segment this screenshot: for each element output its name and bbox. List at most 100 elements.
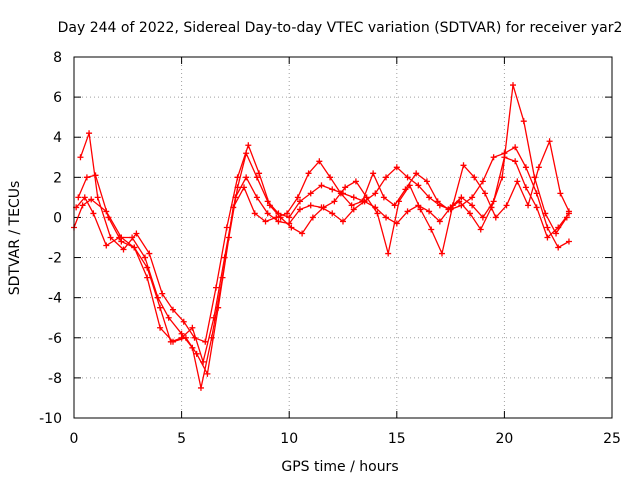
- data-point: [213, 284, 220, 291]
- data-point: [245, 142, 252, 149]
- data-point: [88, 196, 95, 203]
- data-point: [477, 226, 484, 233]
- data-point: [159, 290, 166, 297]
- data-point: [544, 224, 551, 231]
- data-point: [169, 306, 176, 313]
- data-point: [296, 206, 303, 213]
- data-point: [320, 204, 327, 211]
- series-layer: [71, 82, 572, 391]
- data-point: [436, 218, 443, 225]
- y-tick-label: -2: [48, 251, 62, 267]
- y-tick-label: 8: [53, 50, 62, 66]
- data-point: [157, 324, 164, 331]
- axis-ticks: [73, 56, 613, 419]
- data-point: [380, 194, 387, 201]
- data-point: [142, 254, 149, 261]
- data-point: [383, 174, 390, 181]
- data-point: [116, 234, 123, 241]
- data-point: [219, 274, 226, 281]
- data-point: [514, 178, 521, 185]
- data-point: [86, 130, 93, 137]
- data-point: [208, 334, 215, 341]
- data-point: [223, 224, 230, 231]
- data-point: [309, 214, 316, 221]
- data-point: [146, 250, 153, 257]
- y-tick-label: 2: [53, 170, 62, 186]
- data-point: [557, 190, 564, 197]
- x-tick-labels: 0 5 10 15 20 25: [70, 431, 621, 447]
- data-point: [522, 184, 529, 191]
- x-tick-label: 5: [177, 431, 186, 447]
- data-point: [522, 164, 529, 171]
- data-point: [372, 190, 379, 197]
- data-point: [471, 174, 478, 181]
- data-point: [456, 198, 463, 205]
- data-point: [180, 318, 187, 325]
- data-point: [284, 210, 291, 217]
- data-point: [90, 210, 97, 217]
- data-point: [262, 218, 269, 225]
- data-point: [81, 194, 88, 201]
- x-tick-label: 10: [280, 431, 298, 447]
- satellite-track-2-trace: [77, 156, 570, 365]
- data-point: [525, 202, 532, 209]
- data-point: [482, 190, 489, 197]
- data-point: [413, 170, 420, 177]
- data-point: [107, 234, 114, 241]
- data-point: [329, 210, 336, 217]
- data-point: [299, 230, 306, 237]
- data-point: [241, 184, 248, 191]
- satellite-track-3-trace: [75, 84, 568, 389]
- data-point: [75, 194, 82, 201]
- data-point: [197, 384, 204, 391]
- plot-frame: [73, 56, 613, 419]
- data-point: [120, 246, 127, 253]
- data-point: [296, 198, 303, 205]
- data-point: [565, 208, 572, 215]
- data-point: [458, 194, 465, 201]
- data-point: [342, 184, 349, 191]
- y-tick-labels: -10 -8 -6 -4 -2 0 2 4 6 8: [39, 50, 62, 427]
- satellite-track-3: [73, 82, 570, 391]
- data-point: [154, 294, 161, 301]
- x-tick-label: 15: [388, 431, 406, 447]
- data-point: [415, 182, 422, 189]
- data-point: [565, 238, 572, 245]
- data-point: [374, 210, 381, 217]
- data-point: [533, 204, 540, 211]
- data-point: [77, 154, 84, 161]
- y-tick-label: -10: [39, 411, 62, 427]
- y-tick-label: 6: [53, 90, 62, 106]
- data-point: [200, 358, 207, 365]
- data-point: [103, 242, 110, 249]
- y-axis-label: SDTVAR / TECUs: [7, 181, 23, 296]
- data-point: [133, 230, 140, 237]
- data-point: [307, 190, 314, 197]
- data-point: [243, 174, 250, 181]
- data-point: [406, 182, 413, 189]
- data-point: [277, 214, 284, 221]
- data-point: [383, 214, 390, 221]
- data-point: [275, 218, 282, 225]
- data-point: [253, 194, 260, 201]
- data-point: [546, 138, 553, 145]
- data-point: [479, 214, 486, 221]
- data-point: [404, 174, 411, 181]
- grid: [74, 57, 612, 418]
- satellite-track-4-trace: [79, 132, 570, 343]
- y-tick-label: 4: [53, 130, 62, 146]
- data-point: [370, 170, 377, 177]
- x-tick-label: 20: [495, 431, 513, 447]
- y-tick-label: -6: [48, 331, 62, 347]
- data-point: [555, 244, 562, 251]
- data-point: [503, 202, 510, 209]
- data-point: [391, 202, 398, 209]
- data-point: [512, 158, 519, 165]
- data-point: [253, 174, 260, 181]
- data-point: [490, 154, 497, 161]
- data-point: [189, 324, 196, 331]
- data-point: [256, 170, 263, 177]
- data-point: [449, 202, 456, 209]
- y-tick-label: 0: [53, 210, 62, 226]
- data-point: [512, 144, 519, 151]
